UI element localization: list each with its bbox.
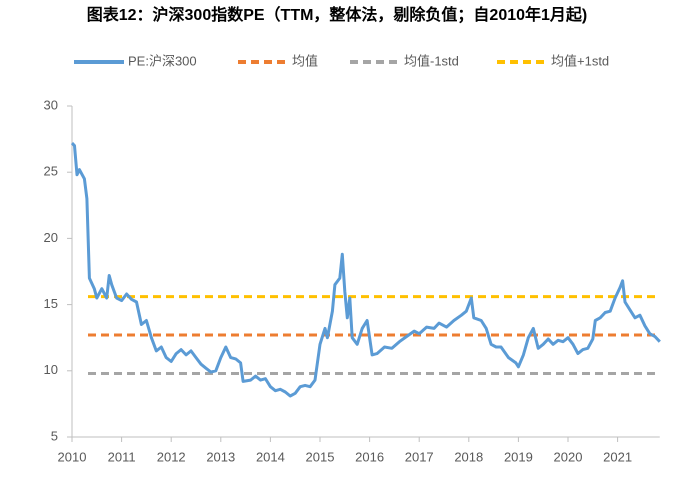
x-tick-label: 2020: [554, 449, 583, 464]
x-tick-label: 2018: [454, 449, 483, 464]
chart-title: 图表12：沪深300指数PE（TTM，整体法，剔除负值；自2010年1月起): [87, 5, 588, 24]
x-tick-label: 2013: [206, 449, 235, 464]
legend-label: PE:沪深300: [128, 53, 197, 68]
x-tick-label: 2011: [108, 449, 136, 464]
legend-label: 均值-1std: [404, 53, 459, 68]
x-tick-label: 2016: [355, 449, 384, 464]
x-tick-label: 2017: [405, 449, 434, 464]
x-tick-label: 2019: [504, 449, 533, 464]
y-tick-label: 20: [44, 230, 58, 245]
y-tick-label: 30: [44, 97, 58, 112]
x-tick-label: 2021: [603, 449, 632, 464]
x-tick-label: 2014: [256, 449, 285, 464]
legend-label: 均值: [292, 53, 318, 68]
y-tick-label: 10: [44, 362, 58, 377]
y-tick-label: 25: [44, 164, 58, 179]
x-tick-label: 2012: [157, 449, 186, 464]
x-tick-label: 2015: [306, 449, 335, 464]
y-tick-label: 15: [44, 296, 58, 311]
y-tick-label: 5: [51, 428, 58, 443]
data-line: [70, 142, 661, 398]
x-tick-label: 2010: [58, 449, 87, 464]
legend-label: 均值+1std: [551, 53, 609, 68]
